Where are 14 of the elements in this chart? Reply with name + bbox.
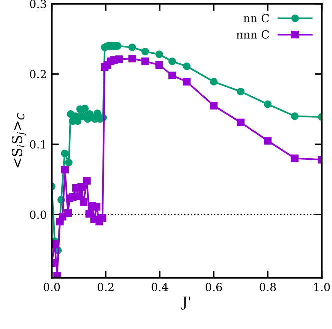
- legend-label: nn C: [244, 14, 270, 23]
- y-tick-label: 0.3: [30, 0, 46, 8]
- x-tick-label: 0.2: [98, 283, 114, 292]
- y-tick-label: 0.0: [30, 210, 46, 220]
- y-tick-label: 0.2: [30, 70, 46, 79]
- x-tick-label: 0.4: [152, 283, 168, 292]
- x-tick-label: 1.0: [314, 283, 330, 292]
- x-tick-label: 0.8: [260, 283, 276, 292]
- legend-label: nnn C: [236, 30, 270, 39]
- y-axis-title: <S$_{i}$S$_{j}$>$_{C}$: [12, 113, 27, 168]
- x-axis-title: J': [181, 296, 190, 310]
- x-tick-label: 0.6: [206, 283, 222, 292]
- x-tick-label: 0.0: [44, 283, 60, 292]
- y-tick-label: 0.1: [30, 140, 46, 149]
